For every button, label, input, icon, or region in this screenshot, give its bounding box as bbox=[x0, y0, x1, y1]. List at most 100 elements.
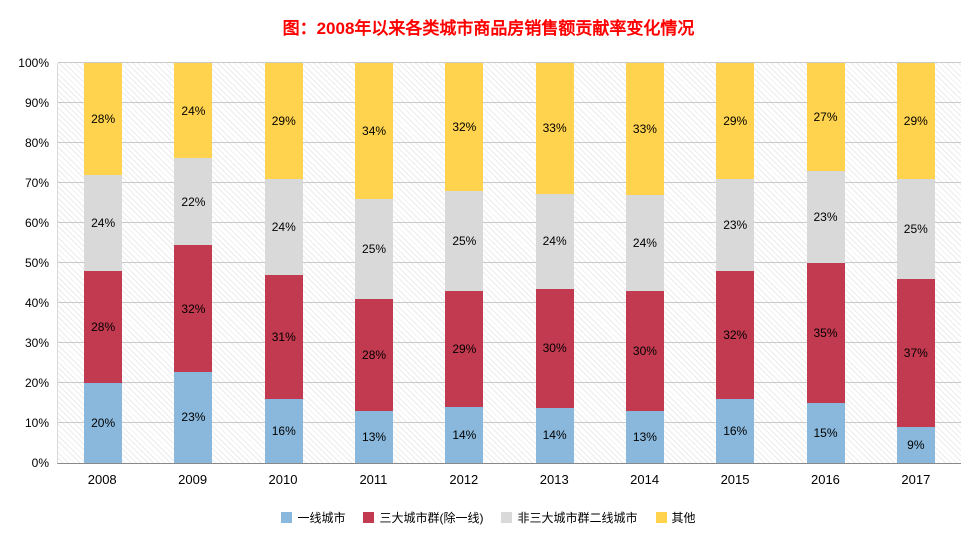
legend-swatch bbox=[501, 512, 513, 523]
legend-swatch bbox=[363, 512, 375, 523]
bar-segment: 30% bbox=[625, 291, 664, 411]
bar-segment: 28% bbox=[355, 299, 394, 411]
x-axis-wrap: 2008 2009 2010 2011 2012 2013 2014 2015 2016 2017 bbox=[8, 464, 961, 487]
bar-segment-label: 32% bbox=[723, 328, 748, 342]
stacked-bar: 29% 23% 32% 16% bbox=[716, 63, 755, 463]
legend-label: 其他 bbox=[671, 511, 696, 525]
plot-area: 28% 24% 28% 20% 24% 22% 32% 23% 29% 24% 31% 16% 34% 2… bbox=[57, 62, 961, 464]
bar-segment: 28% bbox=[84, 271, 123, 383]
bar-segment: 14% bbox=[445, 407, 484, 463]
stacked-bar: 28% 24% 28% 20% bbox=[84, 63, 123, 463]
gridline bbox=[58, 382, 961, 383]
stacked-bar: 29% 24% 31% 16% bbox=[264, 63, 303, 463]
bar-segment: 29% bbox=[445, 291, 484, 407]
bar-segment: 24% bbox=[84, 175, 123, 271]
y-tick-label: 20% bbox=[24, 376, 49, 390]
bar-segment-label: 13% bbox=[362, 430, 387, 444]
bar-segment: 16% bbox=[264, 399, 303, 463]
bar-segment-label: 13% bbox=[632, 430, 657, 444]
x-tick-slot: 2013 bbox=[509, 472, 599, 487]
bar-slot: 32% 25% 29% 14% bbox=[419, 63, 509, 463]
x-tick-slot: 2017 bbox=[871, 472, 961, 487]
y-tick-label: 30% bbox=[24, 336, 49, 350]
x-tick-slot: 2009 bbox=[147, 472, 237, 487]
x-tick-slot: 2012 bbox=[419, 472, 509, 487]
bar-slot: 33% 24% 30% 14% bbox=[509, 63, 599, 463]
bars-row: 28% 24% 28% 20% 24% 22% 32% 23% 29% 24% 31% 16% 34% 2… bbox=[58, 63, 961, 463]
bar-segment: 25% bbox=[445, 191, 484, 291]
bar-segment-label: 33% bbox=[632, 122, 657, 136]
bar-segment: 30% bbox=[535, 288, 574, 408]
stacked-bar: 24% 22% 32% 23% bbox=[174, 63, 213, 463]
bar-segment: 23% bbox=[806, 171, 845, 263]
bar-slot: 28% 24% 28% 20% bbox=[58, 63, 148, 463]
bar-segment-label: 23% bbox=[723, 218, 748, 232]
legend-label: 三大城市群(除一线) bbox=[379, 511, 484, 525]
x-tick-label: 2008 bbox=[87, 472, 117, 487]
bar-segment-label: 28% bbox=[91, 320, 116, 334]
bar-segment: 27% bbox=[806, 63, 845, 171]
bar-segment: 20% bbox=[84, 383, 123, 463]
bar-segment: 13% bbox=[355, 411, 394, 463]
bar-segment: 23% bbox=[174, 371, 213, 463]
stacked-bar: 29% 25% 37% 9% bbox=[896, 63, 935, 463]
stacked-bar: 33% 24% 30% 13% bbox=[625, 63, 664, 463]
y-tick-label: 0% bbox=[31, 456, 49, 470]
stacked-bar: 32% 25% 29% 14% bbox=[445, 63, 484, 463]
x-tick-label: 2016 bbox=[810, 472, 840, 487]
bar-segment: 24% bbox=[625, 195, 664, 291]
y-tick-label: 50% bbox=[24, 256, 49, 270]
bar-segment-label: 33% bbox=[542, 121, 567, 136]
bar-segment-label: 22% bbox=[181, 194, 206, 209]
bar-segment: 23% bbox=[716, 179, 755, 271]
x-tick-slot: 2016 bbox=[780, 472, 870, 487]
gridline bbox=[58, 182, 961, 183]
bar-segment-label: 29% bbox=[452, 342, 477, 356]
bar-segment-label: 30% bbox=[542, 341, 567, 356]
bar-segment: 24% bbox=[535, 193, 574, 289]
bar-segment-label: 16% bbox=[271, 424, 296, 438]
y-tick-label: 100% bbox=[18, 56, 49, 70]
gridline bbox=[58, 342, 961, 343]
bar-segment-label: 28% bbox=[362, 348, 387, 362]
bar-segment: 35% bbox=[806, 263, 845, 403]
bar-segment: 9% bbox=[896, 427, 935, 463]
bar-segment-label: 27% bbox=[813, 110, 838, 124]
bar-segment-label: 25% bbox=[452, 234, 477, 248]
bar-segment-label: 9% bbox=[907, 438, 925, 452]
legend-swatch bbox=[281, 512, 293, 523]
y-axis: 0% 10% 20% 30% 40% 50% 60% 70% 80% 90% 100% bbox=[8, 56, 57, 470]
x-tick-label: 2014 bbox=[630, 472, 660, 487]
bar-segment: 33% bbox=[625, 63, 664, 195]
bar-segment: 25% bbox=[896, 179, 935, 279]
legend-item: 一线城市 bbox=[281, 509, 345, 526]
x-tick-label: 2010 bbox=[268, 472, 298, 487]
bar-segment: 29% bbox=[716, 63, 755, 179]
x-tick-label: 2015 bbox=[720, 472, 750, 487]
legend-item: 其他 bbox=[655, 509, 696, 526]
bar-slot: 27% 23% 35% 15% bbox=[780, 63, 870, 463]
bar-segment: 33% bbox=[535, 63, 574, 194]
x-tick-label: 2011 bbox=[359, 472, 388, 487]
bar-segment: 13% bbox=[625, 411, 664, 463]
bar-segment: 29% bbox=[264, 63, 303, 179]
gridline bbox=[58, 302, 961, 303]
bar-segment: 32% bbox=[174, 245, 213, 372]
plot-wrap: 0% 10% 20% 30% 40% 50% 60% 70% 80% 90% 100% 28% 24%… bbox=[8, 56, 961, 470]
x-tick-slot: 2008 bbox=[57, 472, 147, 487]
gridline bbox=[58, 262, 961, 263]
bar-segment: 28% bbox=[84, 63, 123, 175]
bar-segment: 14% bbox=[535, 407, 574, 463]
legend-label: 一线城市 bbox=[297, 511, 346, 525]
bar-segment-label: 35% bbox=[813, 326, 838, 340]
bar-segment-label: 29% bbox=[903, 114, 928, 128]
bar-segment-label: 23% bbox=[181, 410, 206, 425]
x-tick-label: 2012 bbox=[449, 472, 479, 487]
y-tick-label: 10% bbox=[24, 416, 49, 430]
bar-segment-label: 20% bbox=[91, 416, 116, 430]
bar-segment-label: 24% bbox=[271, 220, 296, 234]
bar-segment-label: 23% bbox=[813, 210, 838, 224]
bar-slot: 34% 25% 28% 13% bbox=[329, 63, 419, 463]
bar-segment-label: 24% bbox=[632, 236, 657, 250]
